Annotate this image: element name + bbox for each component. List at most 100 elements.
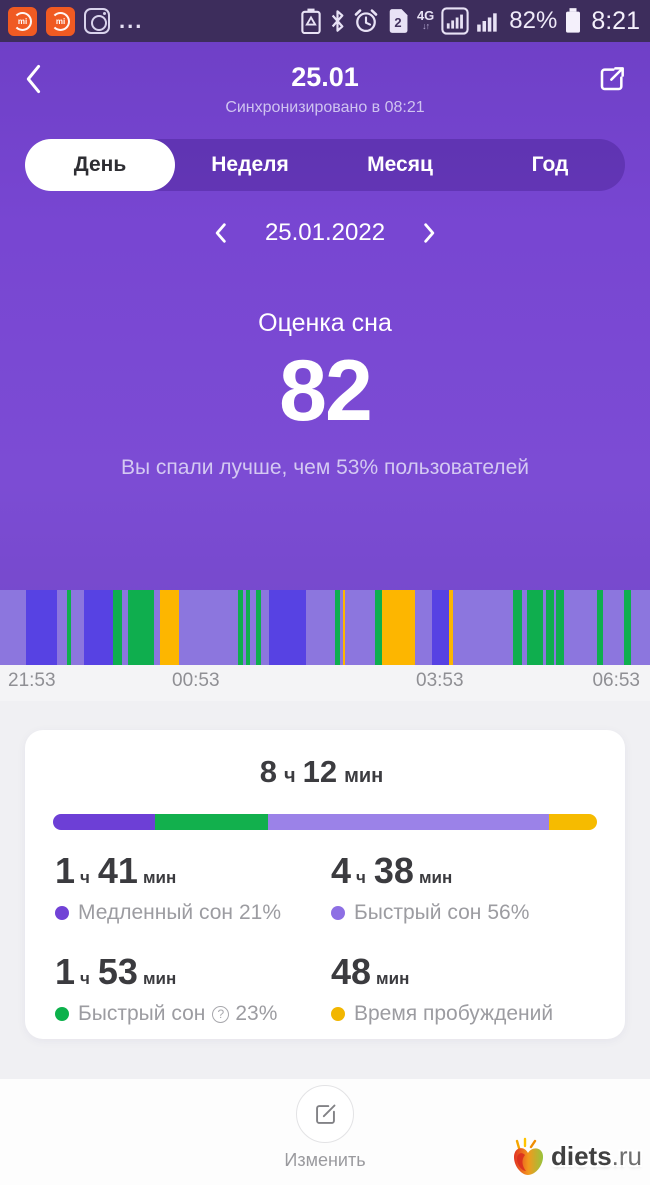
sleep-score-label: Оценка сна (258, 309, 392, 337)
stat-unit: мин (142, 969, 177, 988)
back-chevron-icon (26, 64, 41, 94)
total-sleep-duration: 8 ч 12 мин (53, 754, 597, 790)
axis-tick-label: 00:53 (172, 670, 220, 691)
hypnogram-segment (522, 590, 527, 665)
stat-number: 48 (331, 951, 372, 992)
tab-week[interactable]: Неделя (211, 153, 289, 176)
axis-tick-label: 06:53 (592, 670, 640, 691)
bar-segment (549, 814, 597, 830)
hypnogram-segment (527, 590, 543, 665)
stat-dot (331, 906, 345, 920)
svg-text:2: 2 (394, 15, 401, 30)
bar-segment (53, 814, 155, 830)
hypnogram-chart[interactable] (0, 590, 650, 665)
content-background: 8 ч 12 мин 1 ч 41 мин Медленный сон 21% 4 ч 38 ми… (0, 730, 650, 1079)
stat-legend: Медленный сон 21% (55, 901, 321, 925)
info-icon[interactable]: ? (212, 1005, 230, 1023)
diets-apple-icon (513, 1137, 544, 1175)
hypnogram-segment (113, 590, 122, 665)
tab-month[interactable]: Месяц (367, 153, 433, 176)
total-hours: 8 (259, 754, 277, 789)
tab-day[interactable]: День (25, 139, 175, 191)
stat-label: Быстрый сон (354, 901, 482, 924)
next-day-button[interactable] (421, 222, 437, 244)
stat-legend: Время пробуждений (331, 1002, 597, 1026)
sleep-screen-header-area: 25.01 Синхронизировано в 08:21 День Неде… (0, 42, 650, 665)
share-button[interactable] (588, 56, 628, 102)
stat-label: Время пробуждений (354, 1002, 554, 1025)
hypnogram-segment (160, 590, 179, 665)
more-notifications-icon: ... (119, 8, 144, 33)
stat-value: 1 ч 53 мин (55, 951, 321, 993)
prev-day-button[interactable] (213, 222, 229, 244)
stat-awake-time: 48 мин Время пробуждений (331, 951, 597, 1026)
mi-fit-ring-icon: mi (13, 11, 32, 31)
stat-rem-sleep: 1 ч 53 мин Быстрый сон ? 23% (55, 951, 321, 1026)
hypnogram-segment (269, 590, 306, 665)
stat-unit: мин (418, 868, 453, 887)
hypnogram-segment (71, 590, 84, 665)
status-bar-indicators: 2 4G ↓↑ 82% 8:21 (300, 7, 640, 36)
date-navigation: 25.01.2022 (0, 219, 650, 247)
status-bar-notifications: mi mi ... (8, 6, 144, 36)
hypnogram-segment (306, 590, 335, 665)
back-button[interactable] (22, 56, 62, 102)
hypnogram-segment (0, 590, 26, 665)
stat-number: 1 (55, 951, 76, 992)
hypnogram-segment (631, 590, 650, 665)
network-type-indicator: 4G ↓↑ (416, 8, 435, 31)
current-date[interactable]: 25.01.2022 (264, 219, 386, 246)
hypnogram-segment (597, 590, 603, 665)
instagram-icon (84, 8, 110, 34)
stat-unit: ч (356, 868, 366, 887)
stat-number: 4 (331, 850, 352, 891)
stat-number: 1 (55, 850, 76, 891)
edit-pencil-icon (315, 1104, 335, 1124)
hypnogram-segment (543, 590, 546, 665)
hypnogram-segment (453, 590, 513, 665)
sleep-stage-bar (53, 814, 597, 830)
hypnogram-segment (67, 590, 71, 665)
stat-label: Быстрый сон (78, 1002, 206, 1025)
tab-year[interactable]: Год (531, 153, 569, 176)
stat-number: 41 (97, 850, 138, 891)
sleep-score-comparison: Вы спали лучше, чем 53% пользователей (121, 456, 529, 479)
stat-legend: Быстрый сон ? 23% (55, 1002, 321, 1026)
hypnogram-segment (128, 590, 154, 665)
stat-unit: мин (376, 969, 410, 988)
hypnogram-segment (513, 590, 522, 665)
hypnogram-segment (84, 590, 113, 665)
edit-button[interactable] (296, 1085, 354, 1143)
sim-card-icon: 2 (389, 9, 408, 33)
stat-light-sleep: 4 ч 38 мин Быстрый сон 56% (331, 850, 597, 925)
hypnogram-segment (122, 590, 128, 665)
hours-unit: ч (283, 765, 296, 787)
diets-brand-text: diets.ru (550, 1140, 642, 1171)
mi-fit-ring-icon: mi (51, 11, 70, 31)
hypnogram-segment (261, 590, 269, 665)
bottom-action-bar: Изменить diets.ru (0, 1079, 650, 1185)
bluetooth-icon (331, 10, 344, 32)
stat-legend: Быстрый сон 56% (331, 901, 597, 925)
hypnogram-segment (250, 590, 256, 665)
stat-label: Медленный сон (78, 901, 233, 924)
data-arrows-icon: ↓↑ (422, 21, 430, 31)
stat-dot (55, 1007, 69, 1021)
signal-strength-icon (477, 13, 497, 32)
hypnogram-segment (154, 590, 160, 665)
stat-value: 4 ч 38 мин (331, 850, 597, 892)
sleep-score-value: 82 (279, 343, 373, 439)
hypnogram-segment (546, 590, 554, 665)
stat-value: 48 мин (331, 951, 597, 993)
stat-unit: мин (142, 868, 177, 887)
stat-number: 38 (373, 850, 414, 891)
bar-segment (154, 814, 269, 830)
total-minutes: 12 (302, 754, 338, 789)
bar-segment (268, 814, 550, 830)
hypnogram-segment (556, 590, 564, 665)
stat-unit: ч (80, 969, 90, 988)
sleep-stats-grid: 1 ч 41 мин Медленный сон 21% 4 ч 38 мин Быстры… (53, 850, 597, 1026)
clock-time: 8:21 (591, 6, 640, 35)
mi-fit-app-icon: mi (8, 6, 37, 36)
hypnogram-segment (340, 590, 343, 665)
